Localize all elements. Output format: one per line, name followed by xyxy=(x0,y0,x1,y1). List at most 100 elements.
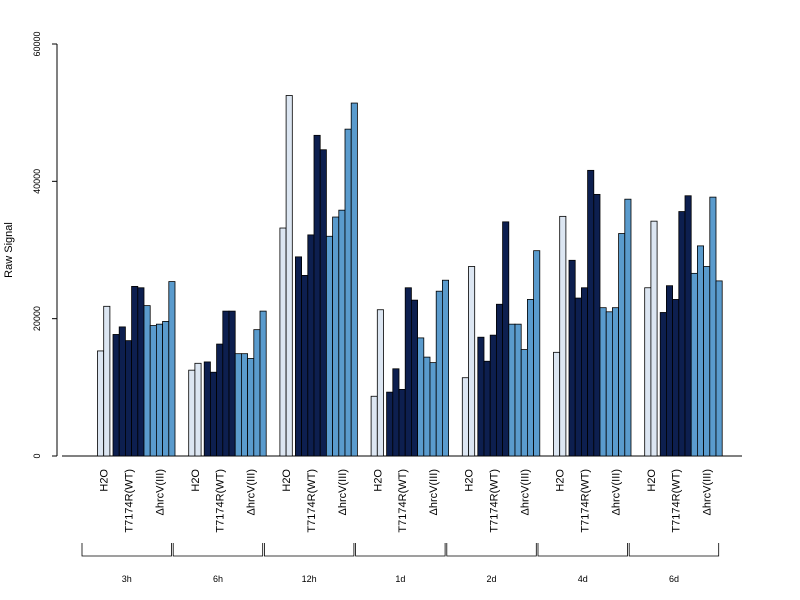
x-tick-label: ΔhrcV(III) xyxy=(337,469,349,515)
y-tick-label: 20000 xyxy=(32,306,42,331)
bar xyxy=(149,325,157,457)
x-tick-label: T7174R(WT) xyxy=(306,469,318,533)
x-tick-label: ΔhrcV(III) xyxy=(246,469,258,515)
bar xyxy=(392,368,400,457)
group-label: 6h xyxy=(213,574,223,584)
bar xyxy=(216,343,224,457)
bar xyxy=(483,360,491,457)
bar xyxy=(376,309,384,457)
bar xyxy=(527,299,535,457)
bar xyxy=(338,209,346,457)
group-bracket xyxy=(355,543,446,557)
bar xyxy=(253,329,261,457)
bar xyxy=(587,169,595,457)
x-tick-label: T7174R(WT) xyxy=(488,469,500,533)
bar xyxy=(228,310,236,457)
bar xyxy=(684,195,692,457)
bar xyxy=(461,377,469,457)
bar xyxy=(398,388,406,457)
bar xyxy=(435,290,443,457)
bar xyxy=(672,299,680,457)
bar xyxy=(659,312,667,457)
bar xyxy=(155,323,163,457)
bar xyxy=(325,235,333,457)
x-tick-label: H2O xyxy=(281,469,293,492)
group-label: 2d xyxy=(487,574,497,584)
x-tick-label: T7174R(WT) xyxy=(215,469,227,533)
y-tick-label: 40000 xyxy=(32,169,42,194)
bar xyxy=(410,299,418,457)
bar xyxy=(514,323,522,457)
bar xyxy=(559,215,567,457)
bar xyxy=(477,336,485,457)
bar xyxy=(112,334,120,457)
bar xyxy=(568,259,576,457)
bar xyxy=(240,353,248,457)
bar xyxy=(247,358,255,457)
bar xyxy=(553,351,561,457)
bar xyxy=(188,369,196,457)
x-tick-label: H2O xyxy=(99,469,111,492)
x-tick-label: ΔhrcV(III) xyxy=(519,469,531,515)
bar xyxy=(332,216,340,457)
bar xyxy=(97,350,105,457)
bar xyxy=(581,287,589,457)
bar xyxy=(605,311,613,457)
bar xyxy=(495,303,503,457)
group-label: 3h xyxy=(122,574,132,584)
x-tick-label: ΔhrcV(III) xyxy=(155,469,167,515)
bar xyxy=(612,307,620,457)
bar xyxy=(599,307,607,457)
bar xyxy=(259,310,267,457)
bar xyxy=(520,349,528,457)
group-bracket xyxy=(628,543,720,557)
bar xyxy=(666,285,674,457)
bar xyxy=(319,149,327,457)
bar xyxy=(678,211,686,457)
x-tick-label: T7174R(WT) xyxy=(124,469,136,533)
group-bracket xyxy=(172,543,264,557)
bar xyxy=(417,337,425,457)
bar xyxy=(222,310,230,457)
bar xyxy=(370,395,378,457)
bar xyxy=(574,297,582,457)
bar xyxy=(468,266,476,457)
bar xyxy=(285,95,293,457)
x-tick-label: ΔhrcV(III) xyxy=(611,469,623,515)
bar xyxy=(307,234,315,457)
bar xyxy=(137,287,145,457)
bar xyxy=(533,250,541,457)
y-tick-label: 0 xyxy=(32,453,42,458)
bar xyxy=(624,198,632,457)
bar xyxy=(441,279,449,457)
bar xyxy=(709,196,717,457)
bar xyxy=(423,356,431,457)
bar xyxy=(344,128,352,457)
x-tick-label: T7174R(WT) xyxy=(671,469,683,533)
bar xyxy=(386,391,394,457)
bar xyxy=(690,272,698,457)
group-label: 1d xyxy=(395,574,405,584)
bar xyxy=(131,285,139,457)
bar xyxy=(508,323,516,457)
bar xyxy=(162,321,170,457)
group-label: 12h xyxy=(302,574,317,584)
bar xyxy=(350,102,358,457)
x-tick-label: ΔhrcV(III) xyxy=(428,469,440,515)
bar xyxy=(313,134,321,457)
bar xyxy=(618,233,626,457)
group-bracket xyxy=(537,543,628,557)
x-tick-label: T7174R(WT) xyxy=(397,469,409,533)
group-bracket xyxy=(81,543,172,557)
bar xyxy=(103,305,111,457)
bar xyxy=(715,280,723,457)
bar xyxy=(502,221,510,457)
bar xyxy=(301,275,309,457)
group-label: 6d xyxy=(669,574,679,584)
bar xyxy=(118,326,126,457)
group-bracket xyxy=(264,543,355,557)
bar xyxy=(168,281,176,457)
group-label: 4d xyxy=(578,574,588,584)
